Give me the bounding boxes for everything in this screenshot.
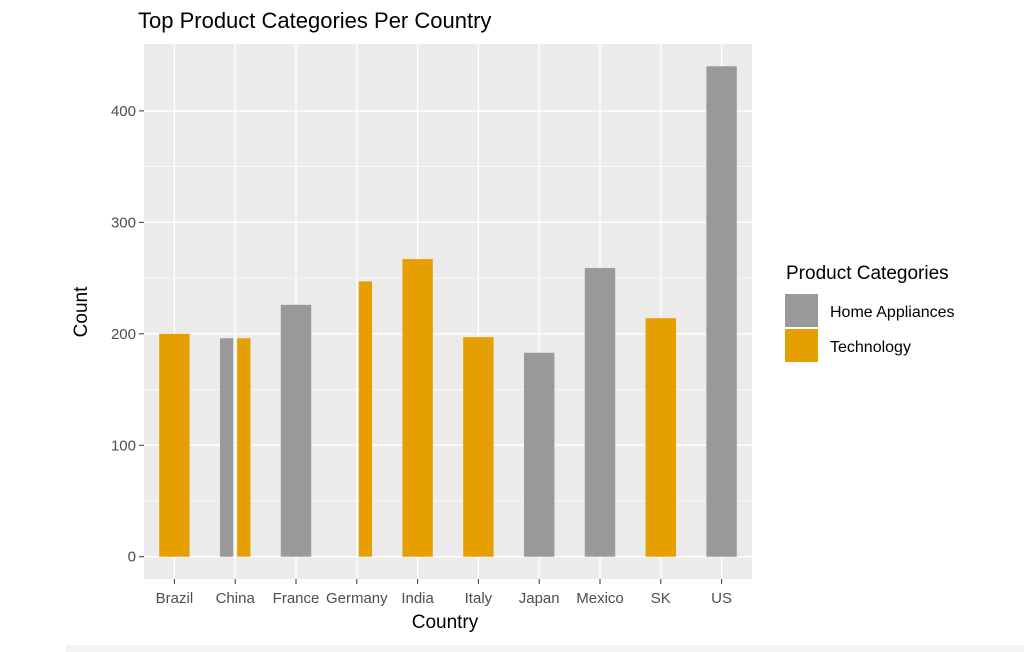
x-tick-label: India (401, 590, 434, 607)
y-tick-label: 100 (111, 437, 136, 454)
bar-technology-brazil (159, 333, 190, 557)
bar-technology-germany (358, 281, 372, 557)
legend-title: Product Categories (786, 263, 949, 284)
legend: Product Categories Home Appliances Techn… (785, 263, 955, 362)
y-tick-label: 200 (111, 326, 136, 343)
legend-key-home-appliances (785, 294, 818, 327)
bar-technology-italy (463, 337, 494, 557)
x-tick-label: Mexico (576, 590, 624, 607)
x-tick-label: Brazil (156, 590, 194, 607)
x-tick-label: SK (651, 590, 671, 607)
bottom-strip (66, 645, 1024, 652)
x-axis-label: Country (412, 612, 479, 633)
legend-key-technology (785, 329, 818, 362)
bars (159, 66, 737, 557)
y-tick-label: 400 (111, 103, 136, 120)
bar-technology-india (402, 259, 433, 557)
chart-title: Top Product Categories Per Country (138, 8, 491, 33)
y-axis: 0 100 200 300 400 (111, 103, 144, 566)
x-tick-label: Japan (519, 590, 560, 607)
legend-label-technology: Technology (830, 339, 911, 356)
bar-home-appliances-japan (524, 352, 555, 557)
x-tick-label: France (273, 590, 320, 607)
bar-home-appliances-france (280, 304, 312, 557)
bar-home-appliances-us (706, 66, 737, 557)
x-axis: Brazil China France Germany India Italy Japan M… (156, 579, 732, 607)
bar-technology-china (237, 338, 251, 557)
y-tick-label: 300 (111, 214, 136, 231)
y-tick-label: 0 (128, 549, 136, 566)
legend-label-home-appliances: Home Appliances (830, 304, 955, 321)
bar-home-appliances-mexico (584, 268, 616, 557)
x-tick-label: Italy (465, 590, 493, 607)
y-axis-label: Count (71, 286, 92, 337)
x-tick-label: US (711, 590, 732, 607)
bar-home-appliances-china (220, 338, 234, 557)
x-tick-label: China (216, 590, 256, 607)
x-tick-label: Germany (326, 590, 388, 607)
bar-technology-sk (645, 318, 676, 557)
